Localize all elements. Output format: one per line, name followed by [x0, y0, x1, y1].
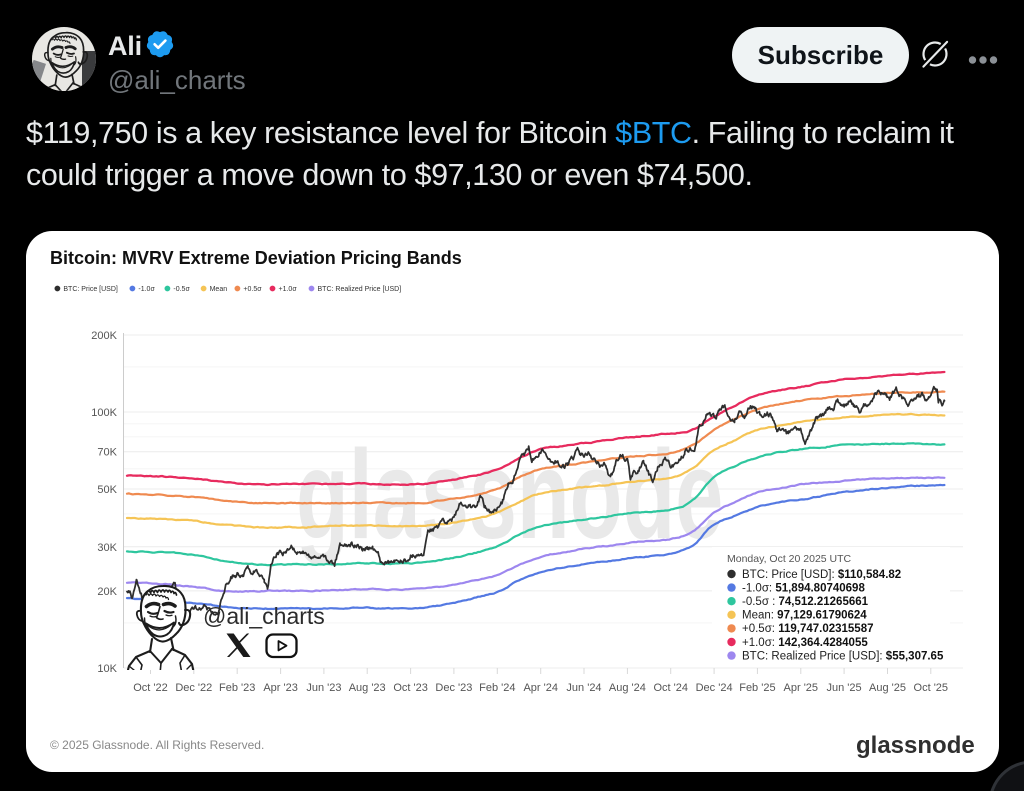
svg-text:200K: 200K: [91, 330, 117, 342]
svg-text:+0.5σ: +0.5σ: [243, 286, 262, 293]
svg-text:-0.5σ : 74,512.21265661: -0.5σ : 74,512.21265661: [742, 596, 869, 608]
svg-text:@ali_charts: @ali_charts: [203, 603, 325, 629]
svg-text:glassnode: glassnode: [296, 424, 723, 565]
svg-text:Monday, Oct 20 2025 UTC: Monday, Oct 20 2025 UTC: [727, 553, 852, 565]
svg-text:30K: 30K: [97, 542, 117, 554]
svg-text:BTC: Price [USD]: $110,584.82: BTC: Price [USD]: $110,584.82: [742, 569, 901, 581]
svg-text:Aug '24: Aug '24: [609, 682, 646, 694]
svg-text:Dec '22: Dec '22: [175, 682, 212, 694]
svg-text:Mean: Mean: [210, 286, 228, 293]
svg-text:Jun '23: Jun '23: [306, 682, 341, 694]
svg-text:Oct '24: Oct '24: [653, 682, 688, 694]
svg-text:+1.0σ: 142,364.4284055: +1.0σ: 142,364.4284055: [742, 637, 868, 649]
svg-text:Aug '23: Aug '23: [349, 682, 386, 694]
svg-text:-1.0σ: -1.0σ: [138, 286, 155, 293]
svg-text:Apr '24: Apr '24: [523, 682, 558, 694]
svg-text:20K: 20K: [97, 586, 117, 598]
svg-text:10K: 10K: [97, 663, 117, 675]
svg-text:Mean: 97,129.61790624: Mean: 97,129.61790624: [742, 610, 867, 622]
svg-text:-1.0σ: 51,894.80740698: -1.0σ: 51,894.80740698: [742, 582, 865, 594]
svg-text:Feb '25: Feb '25: [739, 682, 775, 694]
svg-text:50K: 50K: [97, 484, 117, 496]
svg-text:Oct '25: Oct '25: [914, 682, 949, 694]
svg-text:BTC: Realized Price [USD]: $55: BTC: Realized Price [USD]: $55,307.65: [742, 650, 944, 662]
svg-text:Feb '24: Feb '24: [479, 682, 515, 694]
svg-text:Dec '23: Dec '23: [435, 682, 472, 694]
svg-text:Jun '25: Jun '25: [827, 682, 862, 694]
svg-text:-0.5σ: -0.5σ: [173, 286, 190, 293]
svg-text:Jun '24: Jun '24: [566, 682, 601, 694]
svg-text:Dec '24: Dec '24: [696, 682, 733, 694]
svg-text:BTC: Price [USD]: BTC: Price [USD]: [63, 286, 118, 293]
svg-text:Oct '23: Oct '23: [393, 682, 428, 694]
svg-text:100K: 100K: [91, 407, 117, 419]
svg-text:Bitcoin: MVRV Extreme Deviatio: Bitcoin: MVRV Extreme Deviation Pricing …: [50, 248, 462, 268]
svg-text:Apr '25: Apr '25: [784, 682, 819, 694]
svg-text:Apr '23: Apr '23: [263, 682, 298, 694]
svg-text:Aug '25: Aug '25: [869, 682, 906, 694]
svg-text:Feb '23: Feb '23: [219, 682, 255, 694]
svg-text:© 2025 Glassnode. All Rights R: © 2025 Glassnode. All Rights Reserved.: [50, 738, 264, 752]
svg-text:Oct '22: Oct '22: [133, 682, 168, 694]
svg-text:70K: 70K: [97, 447, 117, 459]
svg-text:+1.0σ: +1.0σ: [279, 286, 298, 293]
svg-text:glassnode: glassnode: [856, 732, 975, 759]
svg-text:+0.5σ: 119,747.02315587: +0.5σ: 119,747.02315587: [742, 623, 874, 635]
svg-text:BTC: Realized Price [USD]: BTC: Realized Price [USD]: [318, 286, 402, 293]
